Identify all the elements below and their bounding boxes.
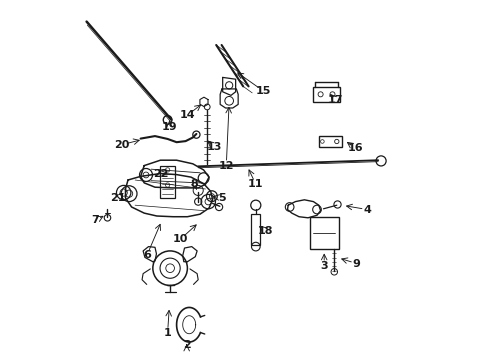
Text: 12: 12 — [219, 161, 234, 171]
Text: 9: 9 — [353, 258, 361, 269]
Text: 15: 15 — [255, 86, 270, 96]
Text: 7: 7 — [92, 215, 99, 225]
Text: 14: 14 — [180, 110, 195, 120]
Text: 11: 11 — [248, 179, 264, 189]
Text: 2: 2 — [183, 340, 191, 350]
Text: 6: 6 — [143, 250, 151, 260]
Text: 16: 16 — [348, 143, 363, 153]
Text: 4: 4 — [364, 204, 371, 215]
Bar — [319, 136, 342, 147]
Text: 8: 8 — [191, 179, 198, 189]
Text: 17: 17 — [328, 95, 343, 105]
Text: 3: 3 — [320, 261, 328, 271]
Bar — [314, 87, 341, 102]
Text: 18: 18 — [258, 226, 273, 236]
Text: 5: 5 — [218, 193, 225, 203]
Text: 19: 19 — [162, 122, 177, 132]
Text: 22: 22 — [153, 168, 168, 179]
Bar — [251, 214, 260, 245]
Text: 21: 21 — [111, 193, 126, 203]
Text: 1: 1 — [164, 328, 171, 338]
Text: 10: 10 — [172, 234, 188, 244]
Text: 20: 20 — [114, 140, 129, 150]
Bar — [160, 166, 175, 198]
Bar — [310, 217, 339, 249]
Text: 13: 13 — [207, 142, 222, 152]
